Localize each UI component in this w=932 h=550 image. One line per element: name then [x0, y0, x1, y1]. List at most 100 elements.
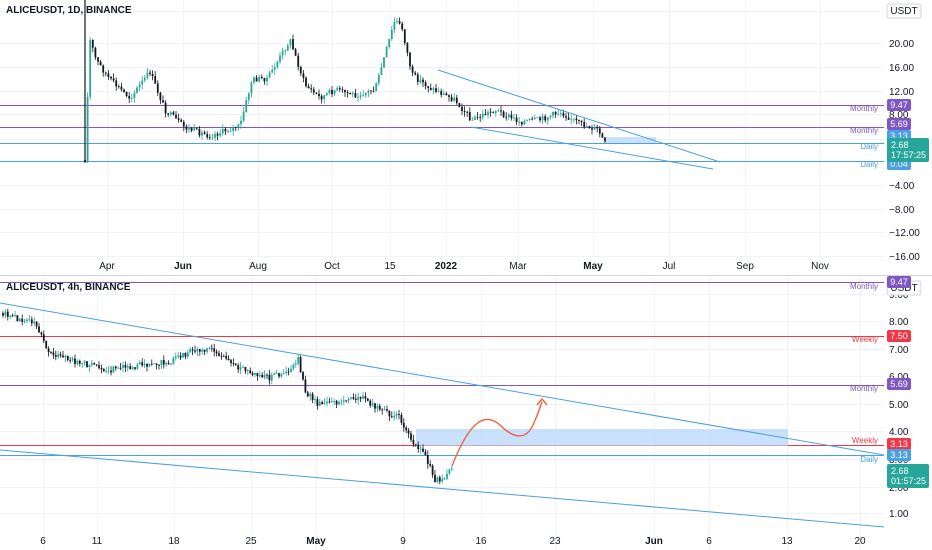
candle-body — [261, 374, 264, 378]
candle-body — [507, 114, 510, 118]
candle-body — [585, 126, 588, 127]
time-tick-label: Mar — [509, 261, 527, 272]
time-tick-label: 16 — [475, 536, 487, 547]
candle-body — [349, 92, 352, 95]
candle-body — [320, 96, 323, 100]
candle-body — [214, 134, 216, 138]
price-tick-label: 8.00 — [889, 110, 909, 121]
candle-body — [299, 66, 302, 74]
candle-body — [185, 126, 188, 130]
currency-label: USDT — [890, 6, 917, 17]
candle-body — [35, 321, 38, 327]
candle-body — [186, 352, 189, 357]
candle-body — [170, 363, 172, 365]
candle-body — [580, 120, 583, 123]
candle-body — [129, 366, 132, 370]
candle-body — [302, 372, 304, 380]
candle-body — [276, 61, 279, 68]
candle-body — [107, 73, 110, 77]
4h-time-axis[interactable]: 6 11 18 25 May 9 16 23 Jun 6 13 20 — [40, 536, 866, 547]
candle-body — [441, 479, 444, 482]
demand-zone — [416, 429, 788, 446]
price-tick-label: −8.00 — [889, 205, 915, 216]
candle-body — [305, 77, 307, 87]
candle-body — [562, 113, 565, 117]
candle-body — [326, 401, 328, 404]
candle-body — [131, 367, 134, 370]
candle-body — [336, 88, 339, 91]
candle-body — [164, 102, 167, 114]
candle-body — [359, 397, 362, 399]
candle-body — [407, 430, 410, 434]
daily-trendlines — [437, 69, 721, 170]
candle-body — [119, 367, 122, 369]
time-tick-label: 6 — [40, 536, 46, 547]
candle-body — [91, 39, 94, 48]
candle-body — [232, 127, 235, 132]
candle-body — [122, 365, 124, 368]
candle-body — [393, 415, 396, 418]
candle-body — [362, 396, 364, 399]
candle-body — [292, 364, 295, 369]
candle-body — [289, 39, 292, 46]
candle-body — [266, 374, 268, 376]
candle-body — [40, 332, 43, 335]
candle-body — [403, 29, 406, 44]
candle-body — [466, 111, 469, 113]
candle-body — [189, 349, 192, 353]
candle-body — [123, 89, 125, 92]
candle-body — [52, 352, 55, 356]
price-tick-label: −12.00 — [889, 228, 920, 239]
daily-time-axis[interactable]: Apr Jun Aug Oct 15 2022 Mar May Jul Sep Nov — [99, 261, 829, 272]
candle-body — [138, 84, 141, 88]
candle-body — [443, 478, 446, 480]
candle-body — [484, 113, 487, 116]
candle-body — [328, 89, 331, 94]
candle-body — [242, 111, 245, 121]
candle-body — [258, 374, 261, 377]
candle-body — [115, 80, 118, 87]
candle-body — [2, 313, 4, 316]
candle-body — [97, 57, 99, 62]
candle-body — [554, 111, 557, 115]
candle-body — [201, 132, 203, 136]
candle-body — [182, 121, 185, 127]
candle-body — [230, 360, 232, 364]
4h-grid — [0, 277, 884, 550]
candle-body — [341, 89, 344, 91]
price-tick-label: 20.00 — [889, 39, 914, 50]
candle-body — [237, 124, 240, 129]
trendline — [0, 302, 885, 456]
candle-body — [258, 76, 261, 82]
candle-body — [203, 349, 206, 352]
candle-body — [448, 95, 450, 97]
candle-body — [476, 116, 479, 118]
candle-body — [30, 319, 33, 324]
level-badge-value: 0.04 — [890, 159, 908, 169]
trendline — [470, 126, 714, 170]
level-badge — [887, 99, 911, 111]
level-badge — [887, 378, 911, 390]
candle-body — [45, 340, 48, 349]
candle-body — [487, 111, 489, 116]
candle-body — [294, 49, 297, 56]
candle-body — [375, 83, 378, 92]
time-tick-label: Sep — [736, 261, 754, 272]
candle-body — [158, 364, 160, 366]
candle-body — [395, 414, 398, 416]
candle-body — [390, 416, 393, 418]
candle-body — [330, 401, 333, 403]
candle-body — [130, 97, 133, 99]
candle-body — [380, 67, 383, 75]
candle-body — [287, 371, 290, 373]
daily-price-axis[interactable]: 24.0020.0016.0012.008.004.000.00−4.00−8.… — [886, 3, 922, 263]
trendline — [437, 69, 721, 163]
candle-body — [417, 444, 420, 450]
candle-body — [505, 116, 508, 118]
candle-body — [6, 311, 9, 317]
candle-body — [126, 366, 129, 368]
